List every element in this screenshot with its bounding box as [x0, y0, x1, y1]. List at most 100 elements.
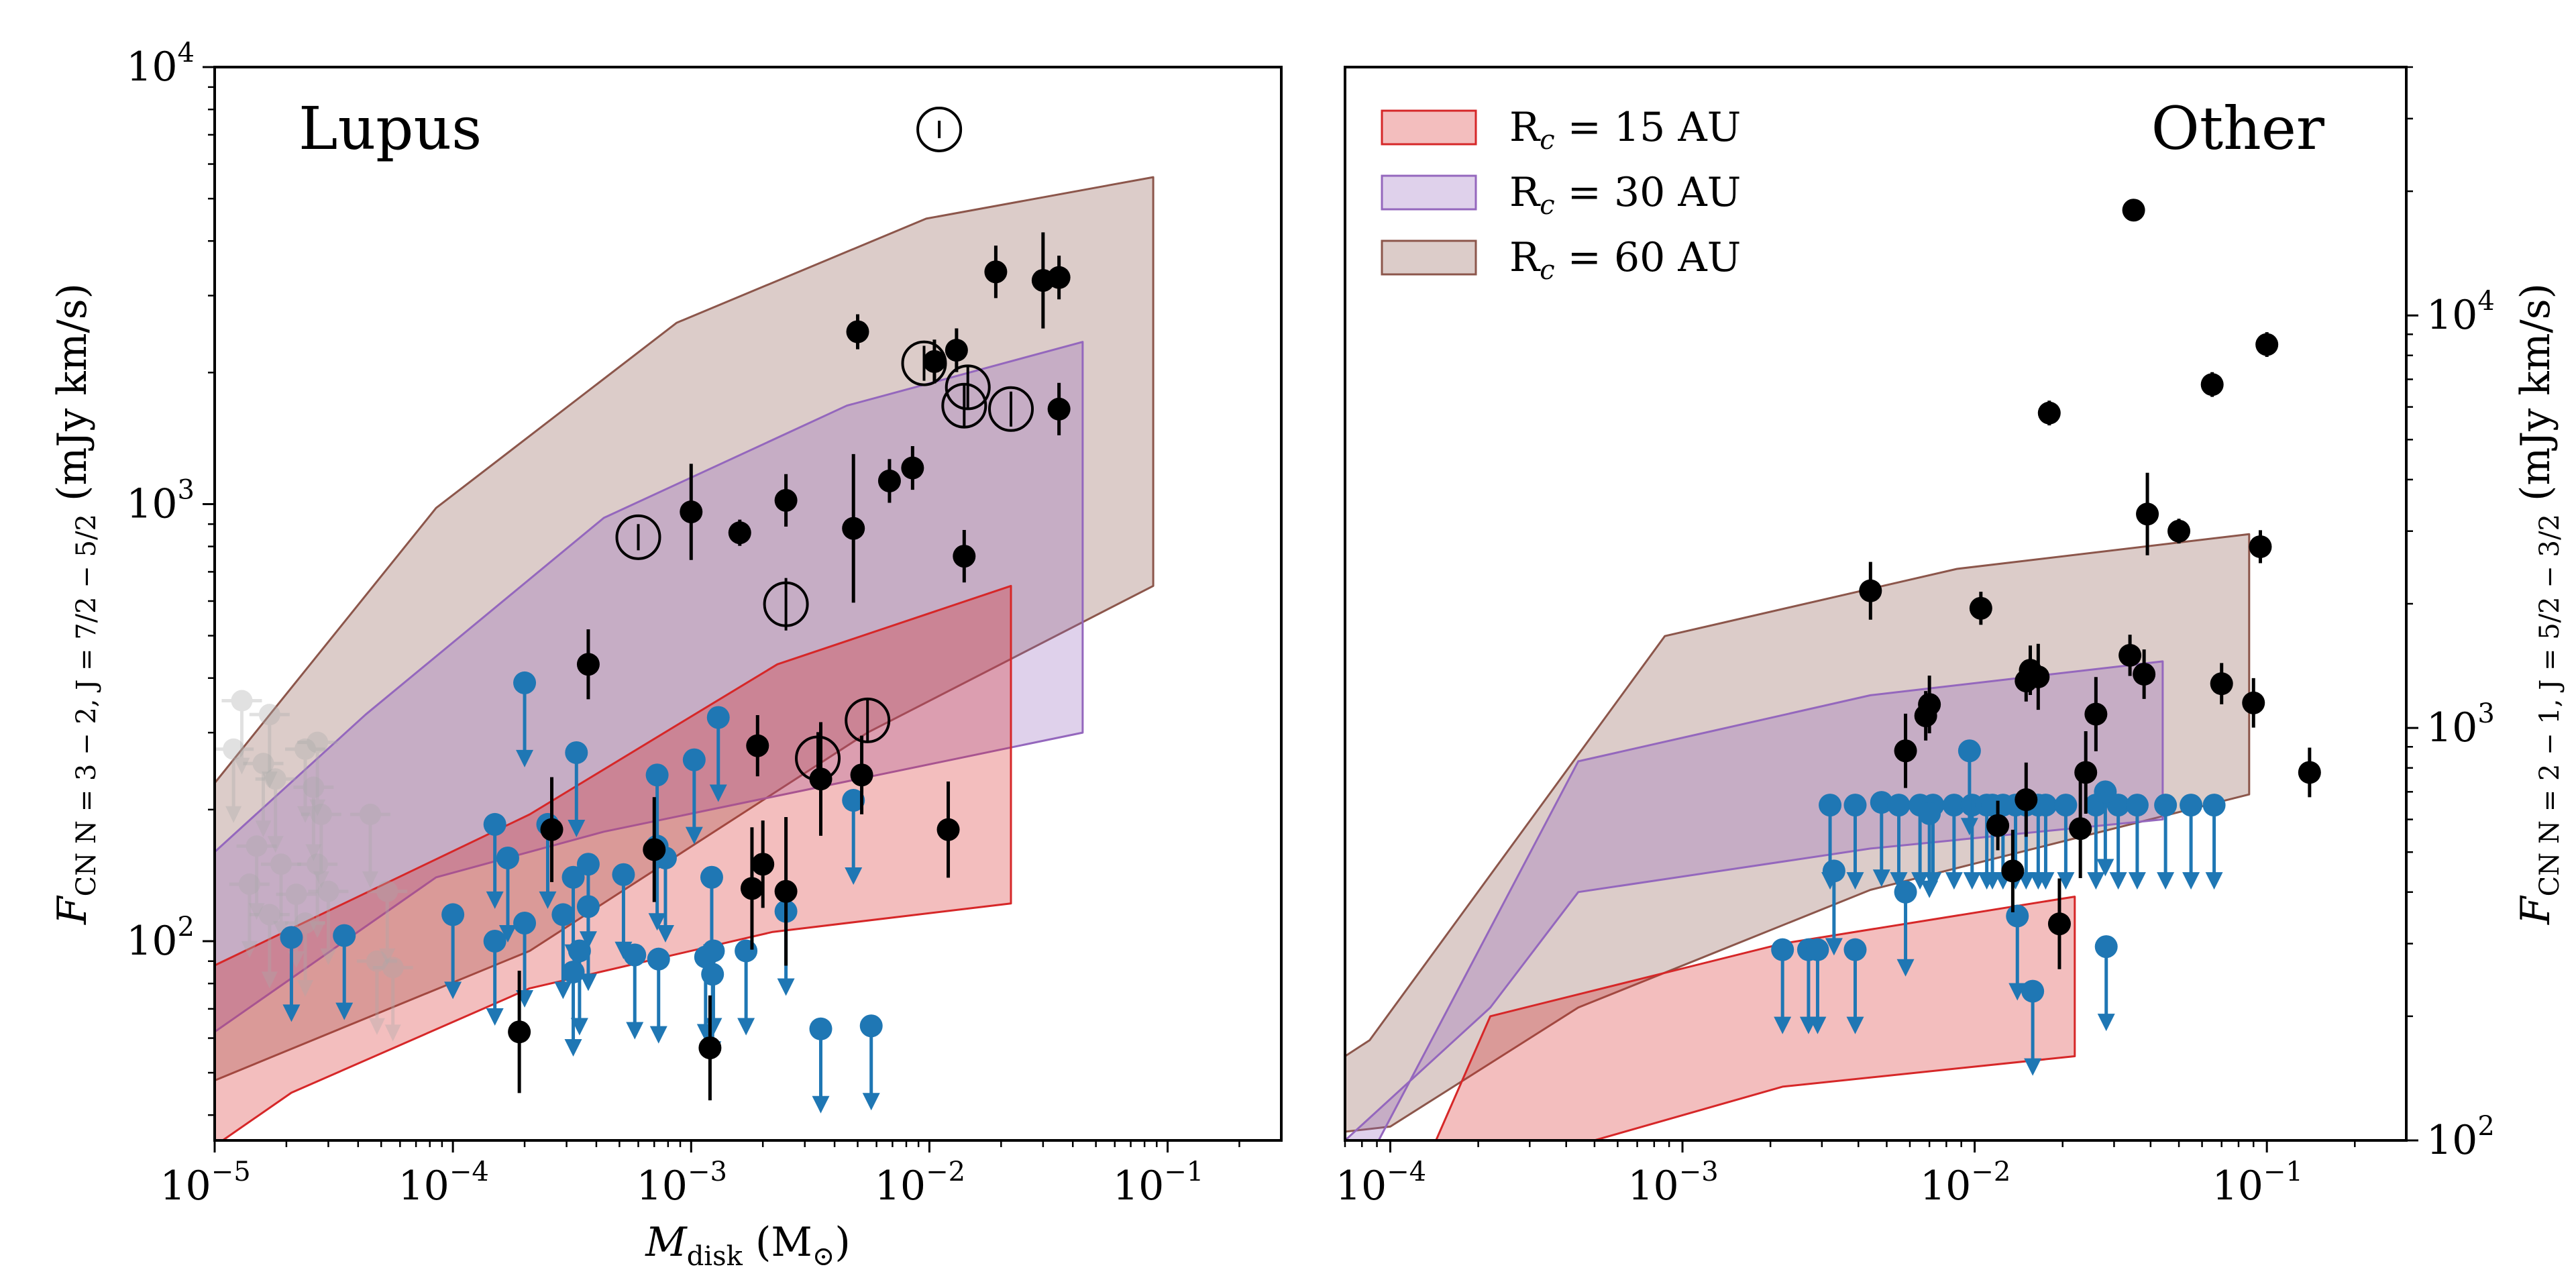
legend-swatch-rc15: [1381, 109, 1477, 146]
upper-limit-marker: [1870, 791, 1893, 814]
faded-upper-limit: [236, 835, 277, 920]
x-tick-label: 10−3: [637, 1157, 727, 1210]
upper-limit-point: [576, 895, 600, 991]
circled-marker: [845, 697, 891, 743]
circled-detection: [795, 732, 841, 785]
detection-marker: [2001, 859, 2025, 883]
upper-limit-arrow: [2109, 872, 2127, 890]
upper-limit-marker: [2125, 794, 2149, 817]
upper-limit-arrow: [737, 1018, 755, 1036]
detection-point: [2001, 829, 2025, 912]
upper-limit-marker: [280, 926, 303, 949]
detection-point: [540, 777, 564, 882]
upper-limit-arrow: [570, 1018, 588, 1036]
detection-marker: [842, 517, 865, 540]
upper-limit-point: [2021, 979, 2045, 1076]
detection-marker: [540, 818, 564, 841]
detection-marker: [2015, 669, 2038, 693]
detection-point: [2015, 660, 2038, 702]
faded-limit-arrow: [362, 871, 378, 889]
detection-point: [2200, 372, 2224, 397]
detection-marker: [728, 521, 751, 545]
faded-upper-limit: [215, 738, 254, 823]
detection-marker: [922, 350, 946, 373]
detection-marker: [2298, 761, 2321, 784]
faded-upper-limit: [255, 768, 296, 853]
detection-marker: [1859, 579, 1882, 602]
detection-marker: [680, 500, 703, 524]
left-axes-frame: [213, 66, 1283, 1142]
upper-limit-arrow: [2057, 872, 2075, 890]
circled-marker: [945, 364, 991, 411]
detection-marker: [2015, 788, 2038, 812]
upper-limit-marker: [565, 741, 588, 764]
faded-limit-marker: [270, 853, 292, 875]
x-tick-label: 10−2: [875, 1157, 965, 1210]
legend-entry-rc15: Rc = 15 AU: [1381, 104, 1741, 156]
detection-marker: [2084, 702, 2108, 726]
upper-limit-marker: [706, 706, 730, 729]
detection-point: [1969, 592, 1992, 625]
model-band-30au: [215, 341, 1084, 1033]
detection-marker: [1986, 814, 2010, 837]
upper-limit-point: [2202, 794, 2226, 890]
upper-limit-marker: [623, 943, 647, 967]
upper-limit-arrow: [648, 913, 666, 931]
faded-upper-limit: [372, 957, 413, 1042]
upper-limit-marker: [576, 853, 600, 876]
faded-limit-arrow: [248, 903, 265, 920]
upper-limit-arrow: [1896, 959, 1915, 977]
faded-limit-marker: [285, 883, 307, 906]
detection-point: [774, 816, 798, 966]
detection-point: [680, 464, 703, 560]
upper-limit-marker: [735, 939, 758, 963]
upper-limit-point: [1918, 802, 1941, 898]
faded-limit-marker: [258, 704, 280, 726]
upper-limit-point: [1894, 880, 1917, 977]
detection-marker: [746, 734, 769, 757]
upper-limit-marker: [1843, 794, 1867, 817]
upper-limit-point: [842, 789, 865, 885]
circled-marker: [941, 382, 987, 429]
detection-marker: [2047, 912, 2071, 936]
circled-detection: [763, 578, 809, 631]
detection-marker: [936, 818, 960, 841]
circled-detection: [615, 514, 661, 560]
faded-upper-limit: [297, 731, 338, 816]
detection-marker: [877, 469, 901, 492]
upper-limit-point: [513, 671, 537, 767]
upper-limit-arrow: [579, 973, 597, 991]
detection-point: [2037, 400, 2061, 426]
upper-limit-arrow: [709, 784, 727, 802]
detection-point: [2074, 731, 2098, 814]
upper-limit-marker: [1894, 880, 1917, 904]
upper-limit-arrow: [1921, 880, 1939, 898]
upper-limit-point: [1822, 859, 1845, 956]
upper-limit-arrow: [1846, 872, 1864, 890]
detection-marker: [1894, 739, 1917, 763]
faded-limit-marker: [359, 804, 381, 826]
faded-limit-arrow: [305, 844, 322, 861]
faded-limit-marker: [258, 904, 280, 926]
detection-marker: [2133, 662, 2156, 686]
upper-limit-point: [483, 812, 506, 909]
upper-limit-arrow: [1809, 1016, 1827, 1034]
upper-limit-marker: [1918, 802, 1941, 825]
faded-limit-marker: [252, 753, 274, 775]
upper-limit-marker: [551, 903, 575, 926]
upper-limit-marker: [2034, 794, 2057, 817]
upper-limit-marker: [2006, 904, 2029, 928]
faded-limit-arrow: [297, 806, 314, 823]
detection-marker: [643, 838, 666, 861]
upper-limit-marker: [441, 903, 465, 926]
upper-limit-point: [859, 1014, 883, 1111]
upper-limit-arrow: [444, 981, 462, 1000]
upper-limit-arrow: [1945, 872, 1963, 890]
circled-detection: [945, 364, 991, 411]
upper-limit-arrow: [564, 1038, 582, 1057]
faded-limit-arrow: [379, 948, 396, 965]
detection-point: [945, 328, 968, 372]
upper-limit-marker: [2180, 794, 2203, 817]
detection-point: [2167, 519, 2191, 544]
upper-limit-marker: [2021, 979, 2045, 1003]
